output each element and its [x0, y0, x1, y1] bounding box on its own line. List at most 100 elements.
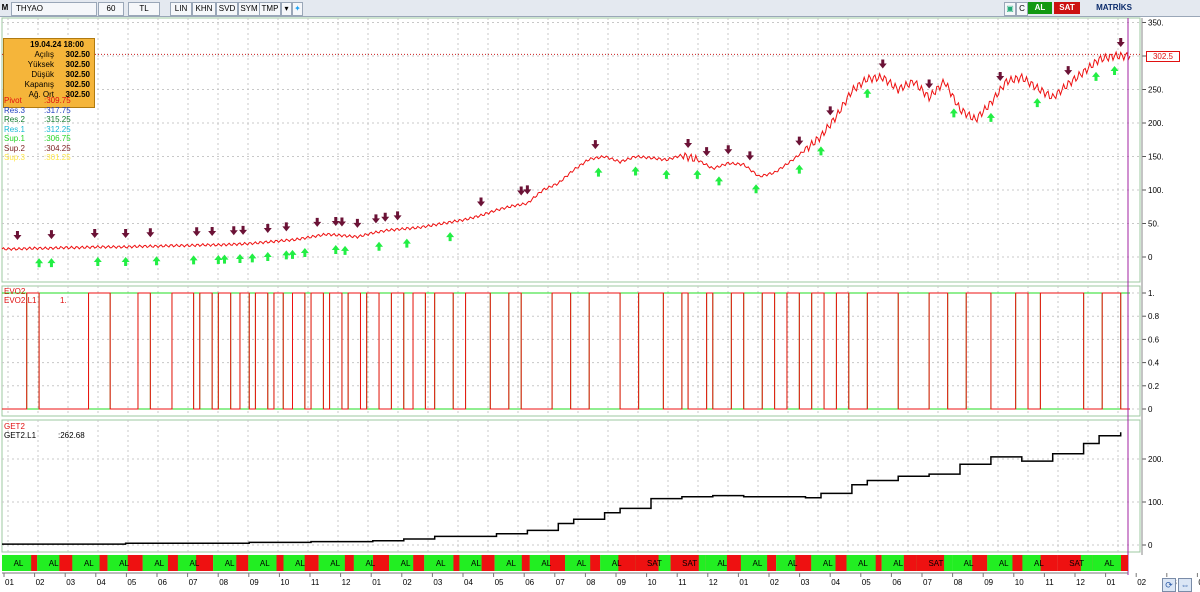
- signal-label: AL: [14, 559, 24, 568]
- expand-icon[interactable]: ⇔: [1178, 578, 1192, 592]
- signal-sub-segment: [1040, 555, 1058, 571]
- y-tick-label: 150.: [1148, 153, 1164, 162]
- level-value: :301.25: [44, 153, 71, 162]
- c-button[interactable]: C: [1016, 2, 1028, 16]
- buy-arrow: [752, 184, 761, 194]
- level-pivot: Pivot:309.75: [4, 96, 71, 106]
- date-tick-label: 09: [617, 578, 626, 587]
- date-tick-label: 02: [403, 578, 412, 587]
- buy-arrow: [693, 169, 702, 179]
- date-tick-label: 04: [1198, 578, 1200, 587]
- signal-label: AL: [893, 559, 903, 568]
- sell-arrow: [393, 211, 402, 221]
- level-value: :312.25: [44, 124, 71, 134]
- date-tick-label: 11: [678, 578, 687, 587]
- date-tick-label: 02: [770, 578, 779, 587]
- buy-arrow: [235, 254, 244, 264]
- last-price-tag: 302.5: [1146, 51, 1180, 62]
- signal-label: AL: [330, 559, 340, 568]
- buy-arrow: [214, 254, 223, 264]
- date-tick-label: 11: [1045, 578, 1054, 587]
- date-tick-label: 01: [372, 578, 381, 587]
- sell-arrow: [591, 140, 600, 150]
- level-label: Sup.2: [4, 143, 25, 153]
- buy-arrow: [795, 164, 804, 174]
- buy-arrow: [189, 255, 198, 265]
- signal-segment: [494, 555, 530, 571]
- level-value: :306.75: [44, 134, 71, 143]
- sell-arrow: [337, 217, 346, 227]
- date-tick-label: 12: [1076, 578, 1085, 587]
- sell-arrow: [121, 228, 130, 238]
- level-sup3: Sup.3:301.25: [4, 153, 71, 163]
- y-tick-label: 0.6: [1148, 335, 1160, 344]
- signal-segment: [846, 555, 882, 571]
- signal-sub-segment: [344, 555, 354, 571]
- menu-button[interactable]: M: [1, 3, 9, 12]
- signal-sub-segment: [236, 555, 249, 571]
- date-tick-label: 10: [648, 578, 657, 587]
- y-tick-label: 50.: [1148, 220, 1159, 229]
- svd-button[interactable]: SVD: [216, 2, 238, 16]
- symbol-field[interactable]: THYAO: [11, 2, 97, 16]
- signal-segment: [2, 555, 38, 571]
- signal-label: AL: [964, 559, 974, 568]
- currency-field[interactable]: TL: [128, 2, 160, 16]
- signal-label: AL: [753, 559, 763, 568]
- date-tick-label: 11: [311, 578, 320, 587]
- period-field[interactable]: 60: [98, 2, 124, 16]
- buy-arrow: [248, 253, 257, 263]
- refresh-icon[interactable]: ⟳: [1162, 578, 1176, 592]
- signal-label: SAT: [1069, 559, 1084, 568]
- date-tick-label: 09: [250, 578, 259, 587]
- date-tick-label: 02: [1137, 578, 1146, 587]
- date-tick-label: 05: [495, 578, 504, 587]
- signal-sub-segment: [590, 555, 601, 571]
- date-tick-label: 10: [1015, 578, 1024, 587]
- level-res1: Res.1 :312.25: [4, 125, 71, 135]
- signal-sub-segment: [413, 555, 425, 571]
- monitor-icon[interactable]: ▣: [1004, 2, 1016, 16]
- price-line: [1, 50, 1131, 252]
- buy-button[interactable]: AL: [1028, 2, 1052, 14]
- sell-arrow: [996, 72, 1005, 82]
- lin-button[interactable]: LIN: [170, 2, 192, 16]
- signal-label: SAT: [928, 559, 943, 568]
- signal-segment: [916, 555, 953, 571]
- date-tick-label: 04: [831, 578, 840, 587]
- sell-arrow: [684, 139, 693, 149]
- signal-sub-segment: [944, 555, 953, 571]
- level-label: Res.1: [4, 124, 25, 134]
- level-label: Sup.1: [4, 134, 25, 143]
- sell-arrow: [745, 151, 754, 161]
- signal-sub-segment: [481, 555, 495, 571]
- level-sup1: Sup.1 :306.75: [4, 134, 71, 144]
- khn-button[interactable]: KHN: [192, 2, 216, 16]
- buy-arrow: [446, 232, 455, 242]
- signal-label: AL: [119, 559, 129, 568]
- signal-label: AL: [260, 559, 270, 568]
- tmp-button[interactable]: TMP: [259, 2, 281, 16]
- sell-arrow: [263, 223, 272, 233]
- signal-sub-segment: [99, 555, 108, 571]
- signal-label: AL: [1104, 559, 1114, 568]
- date-tick-label: 08: [586, 578, 595, 587]
- y-tick-label: 250.: [1148, 86, 1164, 95]
- sell-arrow: [795, 136, 804, 146]
- sell-arrow: [47, 230, 56, 240]
- y-tick-label: 0: [1148, 541, 1153, 550]
- date-tick-label: 06: [158, 578, 167, 587]
- y-tick-label: 0.2: [1148, 382, 1160, 391]
- sell-arrow: [925, 79, 934, 89]
- sell-button[interactable]: SAT: [1054, 2, 1080, 14]
- level-label: Pivot: [4, 96, 22, 105]
- sell-arrow: [353, 218, 362, 228]
- signal-sub-segment: [453, 555, 460, 571]
- buy-arrow: [93, 256, 102, 266]
- buy-arrow: [863, 88, 872, 98]
- sell-arrow: [878, 59, 887, 69]
- sell-arrow: [371, 214, 380, 224]
- chevron-down-icon[interactable]: ▾: [281, 2, 292, 16]
- twitter-icon[interactable]: ✦: [292, 2, 303, 16]
- signal-label: AL: [154, 559, 164, 568]
